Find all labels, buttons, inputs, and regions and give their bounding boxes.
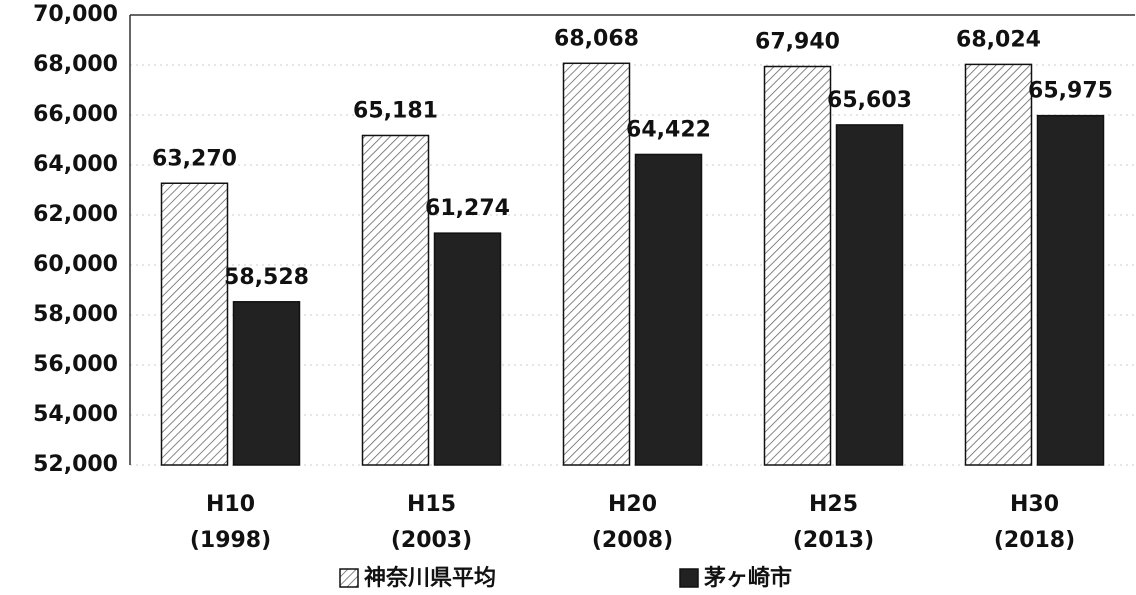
data-label: 58,528 <box>224 265 309 290</box>
bar <box>160 182 229 466</box>
x-tick-label: (2003) <box>391 528 472 553</box>
bar <box>835 124 904 466</box>
x-tick-label: (2008) <box>592 528 673 553</box>
data-label: 67,940 <box>755 30 840 55</box>
x-tick-label: (2013) <box>793 528 874 553</box>
bar <box>232 301 301 466</box>
bar <box>433 232 502 466</box>
bar <box>763 65 832 466</box>
legend-label: 茅ヶ崎市 <box>704 565 792 591</box>
y-tick-label: 70,000 <box>33 2 118 27</box>
data-label: 64,422 <box>626 117 711 142</box>
legend-label: 神奈川県平均 <box>364 565 496 591</box>
x-tick-label: (1998) <box>190 528 271 553</box>
legend-swatch <box>339 568 359 588</box>
x-tick-label: H25 <box>809 492 858 517</box>
y-tick-label: 64,000 <box>33 152 118 177</box>
y-tick-label: 58,000 <box>33 302 118 327</box>
bar <box>562 62 631 466</box>
y-tick-label: 66,000 <box>33 102 118 127</box>
y-tick-label: 52,000 <box>33 452 118 477</box>
bar <box>634 153 703 466</box>
y-tick-label: 56,000 <box>33 352 118 377</box>
data-label: 68,024 <box>956 27 1041 52</box>
data-label: 65,975 <box>1028 79 1113 104</box>
y-tick-label: 60,000 <box>33 252 118 277</box>
x-tick-label: H20 <box>608 492 657 517</box>
bar <box>964 63 1033 466</box>
bar <box>1036 114 1105 466</box>
data-label: 68,068 <box>554 26 639 51</box>
data-label: 63,270 <box>152 146 237 171</box>
data-label: 61,274 <box>425 196 510 221</box>
x-tick-label: H15 <box>407 492 456 517</box>
data-label: 65,181 <box>353 98 438 123</box>
y-tick-label: 68,000 <box>33 52 118 77</box>
legend-swatch <box>679 568 699 588</box>
bar <box>361 134 430 466</box>
x-tick-label: H30 <box>1010 492 1059 517</box>
x-tick-label: H10 <box>206 492 255 517</box>
x-tick-label: (2018) <box>994 528 1075 553</box>
y-tick-label: 62,000 <box>33 202 118 227</box>
data-label: 65,603 <box>827 88 912 113</box>
y-tick-label: 54,000 <box>33 402 118 427</box>
